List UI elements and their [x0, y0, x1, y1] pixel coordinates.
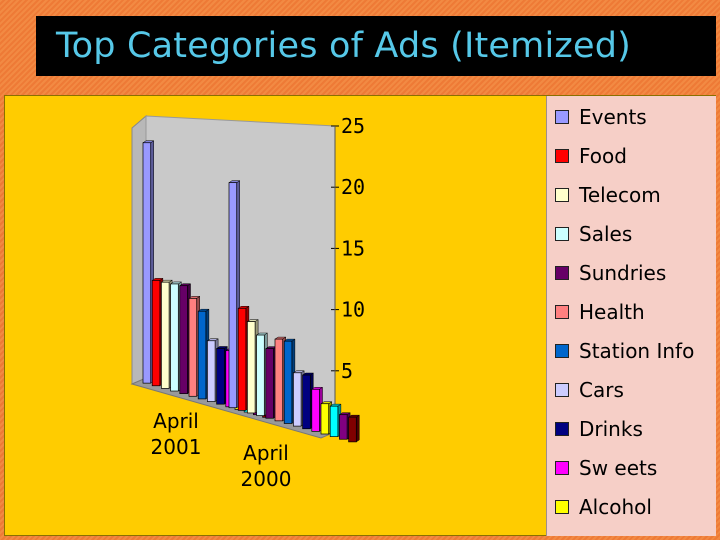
legend-label: Events: [579, 105, 647, 129]
legend-swatch: [555, 461, 569, 475]
bar: [302, 374, 311, 430]
bar: [265, 348, 274, 419]
legend-label: Health: [579, 300, 645, 324]
legend-item: Events: [555, 103, 647, 131]
bar: [207, 340, 216, 402]
bar: [247, 321, 256, 414]
y-tick-label: 15: [341, 236, 365, 260]
bar: [188, 298, 198, 397]
title-bar: Top Categories of Ads (Itemized): [36, 16, 716, 76]
category-label: April 2001: [151, 409, 202, 459]
legend-item: Station Info: [555, 337, 694, 365]
y-tick-label: 25: [341, 114, 365, 138]
bar: [179, 285, 188, 395]
bar: [274, 338, 284, 422]
category-label: April 2000: [241, 441, 292, 491]
bar: [320, 403, 330, 435]
legend-swatch: [555, 188, 569, 202]
legend-item: Alcohol: [555, 493, 652, 521]
legend-item: Drinks: [555, 415, 643, 443]
legend-label: Sundries: [579, 261, 667, 285]
bar: [142, 142, 152, 384]
legend-item: Sw eets: [555, 454, 657, 482]
y-tick-label: 20: [341, 175, 365, 199]
legend-label: Food: [579, 144, 627, 168]
legend-swatch: [555, 500, 569, 514]
legend-item: Food: [555, 142, 627, 170]
legend-item: Sundries: [555, 259, 666, 287]
legend-label: Cars: [579, 378, 624, 402]
bar: [151, 280, 161, 387]
bar: [197, 310, 207, 400]
bar: [161, 281, 170, 389]
legend-swatch: [555, 110, 569, 124]
bar: [256, 334, 265, 416]
legend-swatch: [555, 149, 569, 163]
bar: [170, 283, 179, 392]
bar: [311, 388, 320, 432]
page-title: Top Categories of Ads (Itemized): [56, 26, 631, 66]
y-tick-label: 10: [341, 298, 365, 322]
bar: [348, 416, 357, 443]
bar: [237, 307, 247, 411]
legend-item: Telecom: [555, 181, 661, 209]
legend-label: Sw eets: [579, 456, 658, 480]
legend-swatch: [555, 422, 569, 436]
legend-item: Sales: [555, 220, 632, 248]
legend-swatch: [555, 266, 569, 280]
y-tick-label: 5: [341, 359, 353, 383]
bar-side: [356, 414, 360, 443]
bar: [228, 182, 238, 409]
legend-item: Health: [555, 298, 645, 326]
bar: [293, 372, 302, 427]
legend-swatch: [555, 227, 569, 241]
bar: [339, 414, 348, 440]
bar: [283, 340, 293, 424]
bar: [216, 348, 225, 405]
chart-legend: Events Food Telecom Sales Sundries Health Stat…: [546, 96, 716, 536]
legend-swatch: [555, 383, 569, 397]
bar: [329, 405, 339, 437]
legend-swatch: [555, 305, 569, 319]
legend-label: Station Info: [579, 339, 695, 363]
legend-label: Drinks: [579, 417, 643, 441]
legend-item: Cars: [555, 376, 624, 404]
legend-label: Sales: [579, 222, 633, 246]
legend-label: Telecom: [579, 183, 661, 207]
legend-label: Alcohol: [579, 495, 652, 519]
legend-swatch: [555, 344, 569, 358]
